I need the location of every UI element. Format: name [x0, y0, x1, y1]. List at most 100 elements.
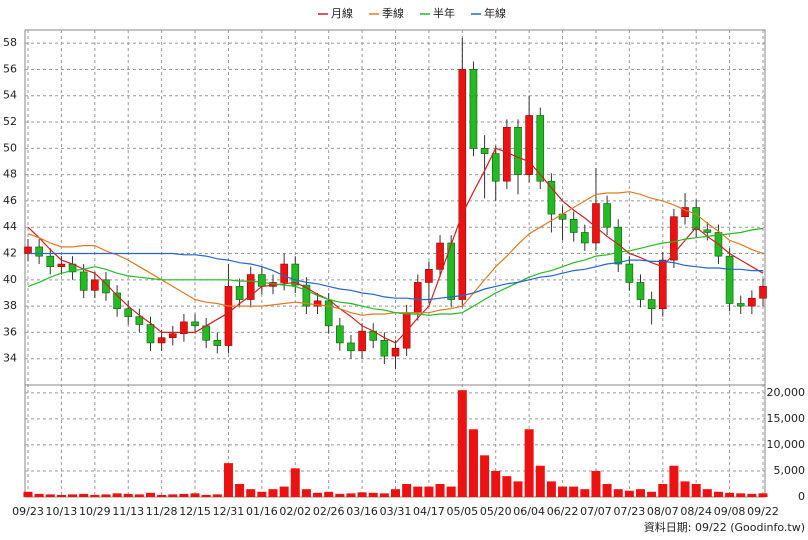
y-tick-label: 50	[3, 141, 17, 154]
volume-bar	[713, 491, 723, 497]
volume-bar	[157, 494, 167, 497]
volume-bar	[591, 470, 601, 497]
volume-bar	[301, 489, 311, 497]
y2-tick-label: 0	[798, 490, 805, 503]
volume-bar	[56, 494, 66, 497]
volume-bar	[502, 476, 512, 497]
volume-bar	[179, 493, 189, 497]
candle-body	[725, 255, 734, 304]
volume-bar	[602, 483, 612, 497]
volume-bar	[468, 429, 478, 497]
candle-body	[681, 207, 689, 218]
volume-bar	[23, 491, 33, 497]
candle-body	[291, 263, 300, 286]
candle-body	[703, 229, 712, 233]
y2-tick-label: 20,000	[767, 386, 806, 399]
x-tick-label: 10/29	[79, 505, 111, 518]
volume-bar	[647, 491, 657, 497]
y-tick-label: 48	[3, 168, 17, 181]
candle-body	[224, 286, 233, 346]
volume-bar	[68, 494, 78, 497]
volume-bar	[313, 492, 323, 497]
candle-body	[581, 232, 589, 244]
y2-tick-label: 10,000	[767, 438, 806, 451]
volume-bar	[79, 493, 89, 497]
candle-body	[135, 316, 144, 325]
legend-label: 月線	[331, 6, 353, 20]
x-tick-label: 07/23	[614, 505, 646, 518]
y-tick-label: 36	[3, 325, 17, 338]
y-tick-label: 46	[3, 194, 17, 207]
candle-body	[503, 126, 511, 182]
candle-body	[168, 333, 177, 338]
legend-label: 半年	[433, 6, 455, 20]
candle-body	[258, 274, 266, 287]
volume-bar	[134, 494, 144, 497]
candle-body	[157, 337, 166, 344]
ma-line	[27, 147, 764, 344]
y2-tick-label: 15,000	[767, 412, 806, 425]
x-tick-label: 02/02	[279, 505, 311, 518]
volume-bar	[457, 390, 467, 497]
candle-body	[24, 246, 32, 254]
volume-bar	[658, 483, 668, 497]
legend-label: 年線	[484, 6, 506, 20]
candle-body	[313, 300, 322, 307]
candle-body	[146, 324, 155, 344]
candle-body	[436, 242, 444, 270]
volume-bar	[535, 465, 545, 497]
candle-body	[536, 115, 545, 182]
candle-body	[592, 203, 600, 244]
y-tick-label: 44	[3, 220, 17, 233]
y-tick-label: 40	[3, 273, 17, 286]
candle-body	[480, 148, 489, 154]
volume-bar	[391, 489, 400, 497]
y-tick-label: 34	[3, 352, 17, 365]
volume-bar	[112, 493, 122, 497]
volume-bar	[580, 489, 590, 497]
ma-line	[27, 227, 764, 316]
volume-bar	[357, 492, 367, 497]
volume-bar	[513, 481, 523, 497]
volume-bar	[346, 493, 356, 497]
y2-tick-label: 5,000	[774, 464, 806, 477]
x-tick-label: 05/05	[446, 505, 478, 518]
volume-bar	[335, 493, 345, 497]
x-tick-label: 12/15	[179, 505, 211, 518]
volume-bar	[636, 489, 645, 497]
volume-bar	[691, 483, 701, 497]
candle-body	[246, 274, 255, 300]
x-tick-label: 06/22	[547, 505, 579, 518]
volume-bar	[379, 493, 389, 497]
volume-bar	[90, 494, 100, 497]
volume-bar	[101, 494, 111, 497]
volume-bar	[257, 491, 267, 497]
x-tick-label: 02/26	[313, 505, 345, 518]
volume-bar	[402, 483, 412, 497]
volume-bar	[758, 493, 768, 497]
candle-body	[91, 279, 99, 291]
volume-bar	[491, 470, 501, 497]
volume-bar	[268, 489, 278, 497]
candle-body	[525, 115, 533, 175]
volume-bar	[123, 493, 133, 497]
volume-bar	[290, 468, 300, 497]
y-tick-label: 52	[3, 115, 17, 128]
candle-body	[636, 282, 645, 300]
y-tick-label: 38	[3, 299, 17, 312]
volume-bar	[424, 486, 434, 497]
y-tick-label: 56	[3, 62, 17, 75]
x-tick-label: 07/07	[580, 505, 612, 518]
candle-body	[748, 297, 756, 307]
candle-body	[603, 203, 611, 228]
candle-body	[569, 219, 578, 233]
volume-bar	[190, 493, 200, 497]
candle-body	[102, 279, 110, 294]
x-tick-label: 12/31	[213, 505, 245, 518]
volume-bar	[736, 493, 746, 497]
candle-body	[491, 153, 500, 182]
volume-bar	[146, 492, 155, 497]
candle-body	[358, 330, 366, 352]
candle-body	[759, 286, 767, 299]
candle-body	[180, 321, 188, 335]
